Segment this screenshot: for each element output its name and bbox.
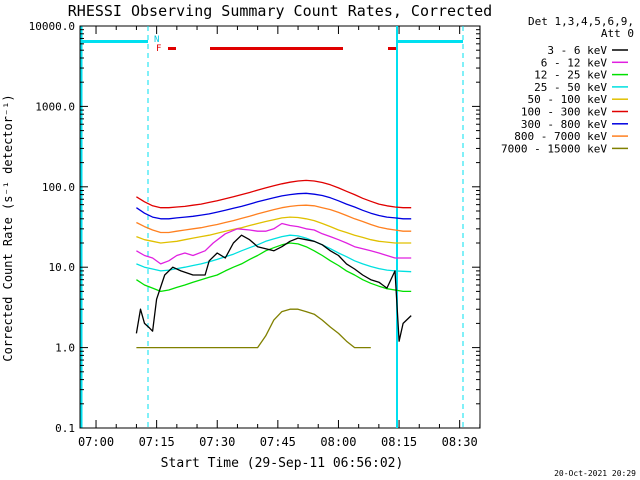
x-tick-label: 08:15: [381, 435, 417, 449]
footer-timestamp: 20-Oct-2021 20:29: [554, 469, 636, 478]
legend-item-label: 300 - 800 keV: [521, 118, 607, 131]
series-line-8: [136, 308, 371, 349]
series-line-2: [136, 242, 412, 293]
chart-title: RHESSI Observing Summary Count Rates, Co…: [68, 2, 492, 20]
series-line-7: [136, 204, 412, 234]
flare-flag-bar: [388, 47, 396, 50]
series-line-3: [136, 234, 412, 273]
series-line-4: [136, 216, 412, 244]
night-flag-bar: [82, 40, 148, 43]
y-tick-label: 0.1: [55, 422, 75, 435]
y-axis-label: Corrected Count Rate (s⁻¹ detector⁻¹): [1, 94, 15, 361]
x-ticks: 07:00 07:15 07:30 07:45 08:00 08:15 08:30: [78, 26, 481, 449]
y-tick-label: 10000.0: [29, 20, 75, 33]
y-tick-label: 1.0: [55, 342, 75, 355]
y-tick-label: 10.0: [49, 261, 76, 274]
y-tick-label: 100.0: [42, 181, 75, 194]
flare-flag-bar: [168, 47, 176, 50]
x-tick-label: 07:45: [260, 435, 296, 449]
legend-item-label: 100 - 300 keV: [521, 106, 607, 119]
x-tick-label: 07:00: [78, 435, 114, 449]
series-line-5: [136, 179, 412, 209]
x-tick-label: 08:30: [442, 435, 478, 449]
flag-bars: NF: [82, 35, 463, 54]
x-axis-label: Start Time (29-Sep-11 06:56:02): [161, 456, 404, 471]
legend-item-label: 12 - 25 keV: [534, 69, 607, 82]
series-line-1: [136, 222, 412, 265]
night-flag-bar: [398, 40, 463, 43]
series-line-6: [136, 192, 412, 220]
legend-item-label: 25 - 50 keV: [534, 81, 607, 94]
series-layer: [135, 179, 412, 349]
x-tick-label: 07:30: [199, 435, 235, 449]
flag-label-f: F: [156, 44, 161, 54]
observing-boundaries: [80, 26, 464, 428]
legend-item-label: 7000 - 15000 keV: [501, 142, 607, 155]
y-tick-label: 1000.0: [35, 100, 75, 113]
legend-item-label: 50 - 100 keV: [528, 93, 608, 106]
legend-header-line-2: Att 0: [601, 27, 634, 40]
flare-flag-bar: [210, 47, 343, 50]
plot-frame: [79, 25, 481, 429]
legend-item-label: 800 - 7000 keV: [514, 130, 607, 143]
legend-header-line-1: Det 1,3,4,5,6,9,: [528, 15, 634, 28]
y-ticks: 0.1 1.0 10.0 100.0 1000.0 10000.0: [29, 20, 480, 435]
x-tick-label: 07:15: [139, 435, 175, 449]
legend-item-label: 6 - 12 keV: [541, 56, 608, 69]
flag-label-n: N: [154, 35, 159, 45]
legend-item-label: 3 - 6 keV: [547, 44, 607, 57]
plot-area: NF 07:00 07:15 07:30 07:45 08:00 08:15 08:30 0…: [29, 20, 481, 449]
series-line-0: [135, 234, 412, 342]
x-tick-label: 08:00: [320, 435, 356, 449]
